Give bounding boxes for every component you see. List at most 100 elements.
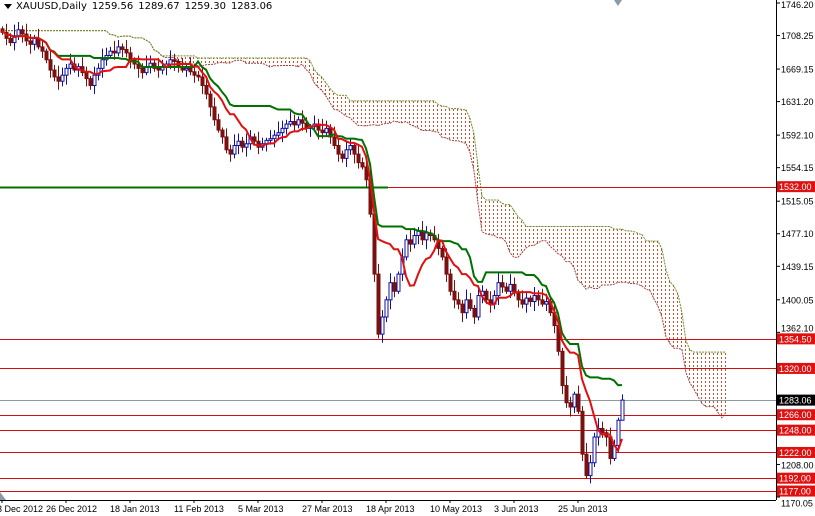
- bear-candle-body: [204, 84, 209, 95]
- date-tick-label: 10 May 2013: [430, 504, 482, 514]
- bear-candle-body: [52, 69, 57, 78]
- senkou-span-b: [2, 30, 726, 353]
- level-price-label: 1266.00: [779, 410, 812, 420]
- bear-candle-body: [56, 76, 61, 82]
- level-price-label: 1354.50: [779, 334, 812, 344]
- level-price-label-bg: [777, 409, 815, 421]
- bear-candle-body: [152, 62, 157, 69]
- bear-candle-body: [88, 78, 93, 86]
- bear-candle-body: [472, 307, 477, 318]
- bear-candle-body: [408, 239, 413, 245]
- bear-candle-body: [536, 295, 541, 301]
- bull-candle-body: [296, 119, 301, 126]
- bear-candle-body: [352, 145, 357, 155]
- price-tick-label: 1477.10: [781, 229, 814, 239]
- bull-candle-body: [288, 120, 293, 125]
- bear-candle-body: [460, 303, 465, 314]
- level-price-label: 1248.00: [779, 426, 812, 436]
- price-tick-label: 1208.00: [781, 461, 814, 471]
- bear-candle-body: [360, 162, 365, 168]
- level-price-label: 1192.00: [779, 474, 811, 484]
- bull-candle-body: [616, 419, 621, 447]
- bull-candle-body: [544, 301, 549, 305]
- bear-candle-body: [468, 299, 473, 309]
- bull-candle-body: [232, 145, 237, 155]
- bear-candle-body: [484, 290, 489, 301]
- price-tick-label: 1515.05: [781, 197, 814, 207]
- bull-candle-body: [276, 132, 281, 136]
- bear-candle-body: [172, 59, 177, 62]
- bear-candle-body: [332, 136, 337, 147]
- indicator-lines: [1, 29, 623, 453]
- bear-candle-body: [392, 282, 397, 292]
- current-price-label-bg: [777, 394, 815, 406]
- ohlc-open: 1259.56: [91, 1, 134, 12]
- level-price-label: 1320.00: [779, 364, 812, 374]
- date-tick-label: 5 Mar 2013: [238, 504, 284, 514]
- bull-candle-body: [280, 127, 285, 134]
- bear-candle-body: [504, 286, 509, 292]
- bull-candle-body: [380, 316, 385, 335]
- bear-candle-body: [252, 136, 257, 142]
- bull-candle-body: [412, 235, 417, 245]
- bear-candle-body: [212, 106, 217, 121]
- level-price-label-bg: [777, 333, 815, 345]
- level-price-label: 1532.00: [779, 182, 812, 192]
- price-tick-label: 1170.05: [781, 499, 813, 509]
- bear-candle-body: [340, 153, 345, 159]
- bear-candle-body: [580, 410, 585, 455]
- bear-candle-body: [124, 48, 129, 54]
- ohlc-high: 1289.67: [138, 1, 180, 12]
- bear-candle-body: [216, 119, 221, 131]
- bear-candle-body: [228, 149, 233, 155]
- price-tick-label: 1400.05: [781, 295, 814, 305]
- bull-candle-body: [416, 230, 421, 237]
- bear-candle-body: [600, 427, 605, 434]
- bull-candle-body: [384, 299, 389, 318]
- current-price-label: 1283.06: [779, 396, 812, 406]
- bear-candle-body: [192, 71, 197, 76]
- level-price-label-bg: [777, 485, 815, 497]
- bear-candle-body: [452, 290, 457, 301]
- bear-candle-body: [28, 40, 33, 45]
- bear-candle-body: [420, 230, 425, 241]
- bear-candle-body: [292, 120, 297, 126]
- bear-candle-body: [300, 119, 305, 124]
- date-tick-label: 27 Mar 2013: [302, 504, 353, 514]
- bull-candle-body: [244, 143, 249, 148]
- bear-candle-body: [528, 297, 533, 303]
- chart-title: XAUUSD,Daily 1259.56 1289.67 1259.30 1283.06: [4, 1, 277, 12]
- bull-candle-body: [496, 282, 501, 297]
- dropdown-triangle-icon[interactable]: [4, 3, 12, 9]
- bull-candle-body: [424, 232, 429, 241]
- bear-candle-body: [516, 292, 521, 301]
- ohlc-close: 1283.06: [230, 1, 273, 12]
- bull-candle-body: [404, 239, 409, 258]
- bull-candle-body: [388, 282, 393, 301]
- bear-candle-body: [208, 93, 213, 108]
- bull-candle-body: [184, 67, 189, 71]
- bear-candle-body: [112, 50, 117, 54]
- cloud-fill: [2, 30, 726, 418]
- bull-candle-body: [284, 123, 289, 129]
- horizontal-levels: [0, 186, 776, 492]
- price-tick-label: 1708.25: [781, 31, 814, 41]
- price-tick-label: 1592.10: [781, 131, 814, 141]
- bull-candle-body: [60, 74, 65, 82]
- bear-candle-body: [568, 402, 573, 408]
- bull-candle-body: [68, 63, 73, 69]
- bull-candle-body: [524, 297, 529, 305]
- kijun-sen-line: [1, 29, 622, 387]
- bear-candle-body: [440, 247, 445, 258]
- bull-candle-body: [64, 67, 69, 76]
- ichimoku-cloud: [2, 30, 727, 419]
- level-price-label-bg: [777, 446, 815, 458]
- bull-candle-body: [100, 59, 105, 69]
- price-tick-label: 1631.20: [781, 97, 814, 107]
- date-tick-label: 11 Feb 2013: [174, 504, 224, 514]
- bear-candle-body: [200, 76, 205, 86]
- price-tick-label: 1439.15: [781, 262, 814, 272]
- level-price-label: 1222.00: [779, 448, 812, 458]
- bear-candle-body: [136, 63, 141, 69]
